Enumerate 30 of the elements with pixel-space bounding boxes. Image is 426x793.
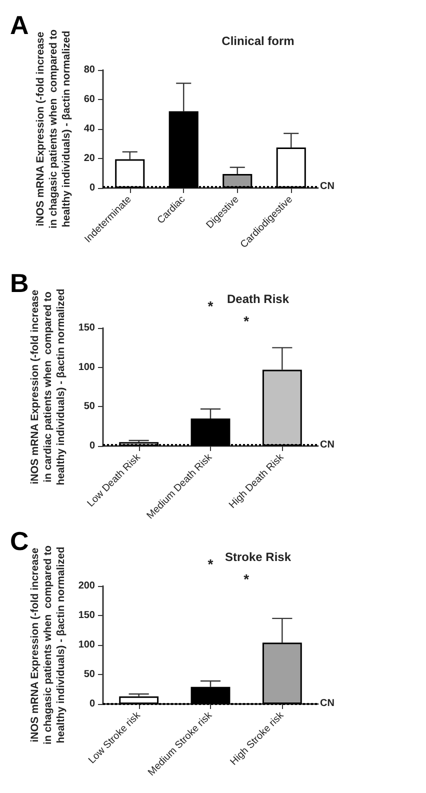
chart-title: Death Risk	[226, 292, 290, 306]
y-axis-title: iNOS mRNA Expression (-fold increase in chagasic patients when compared to healthy individuals) - βactin normalized	[28, 546, 67, 744]
y-tick-label: 0	[89, 440, 96, 452]
annotation: *	[244, 313, 250, 329]
text: C	[10, 526, 29, 556]
y-tick-label: 200	[78, 580, 96, 592]
text: *	[208, 298, 214, 314]
y-tick-label: 150	[78, 322, 96, 334]
y-axis-title: iNOS mRNA Expression (-fold increase in cardiac patients when compared to healthy individuals) - βactin normalized	[28, 288, 67, 486]
y-tick-label: 50	[84, 669, 96, 680]
ref-line-label: CN	[320, 698, 334, 709]
chart-title: Stroke Risk	[224, 550, 292, 564]
text: *	[208, 556, 214, 572]
y-tick-label: 50	[84, 401, 96, 412]
y-axis-title: iNOS mRNA Expression (-fold increase in chagasic patients when compared to healthy individuals) - βactin normalized	[34, 30, 72, 228]
y-tick-label: 150	[78, 610, 96, 621]
ref-line-label: CN	[320, 181, 334, 192]
y-tick-label: 20	[84, 153, 96, 164]
annotation: *	[244, 571, 250, 587]
y-tick-label: 40	[84, 124, 96, 134]
y-tick-label: 100	[78, 640, 96, 650]
chart-title: Clinical form	[222, 34, 294, 48]
text: B	[10, 268, 29, 298]
text: A	[10, 10, 29, 40]
ref-line-label: CN	[320, 440, 334, 451]
y-tick-label: 100	[78, 362, 96, 373]
y-tick-label: 0	[89, 698, 96, 710]
y-tick-label: 0	[89, 182, 96, 194]
y-tick-label: 60	[84, 94, 96, 105]
y-tick-label: 80	[84, 64, 96, 76]
